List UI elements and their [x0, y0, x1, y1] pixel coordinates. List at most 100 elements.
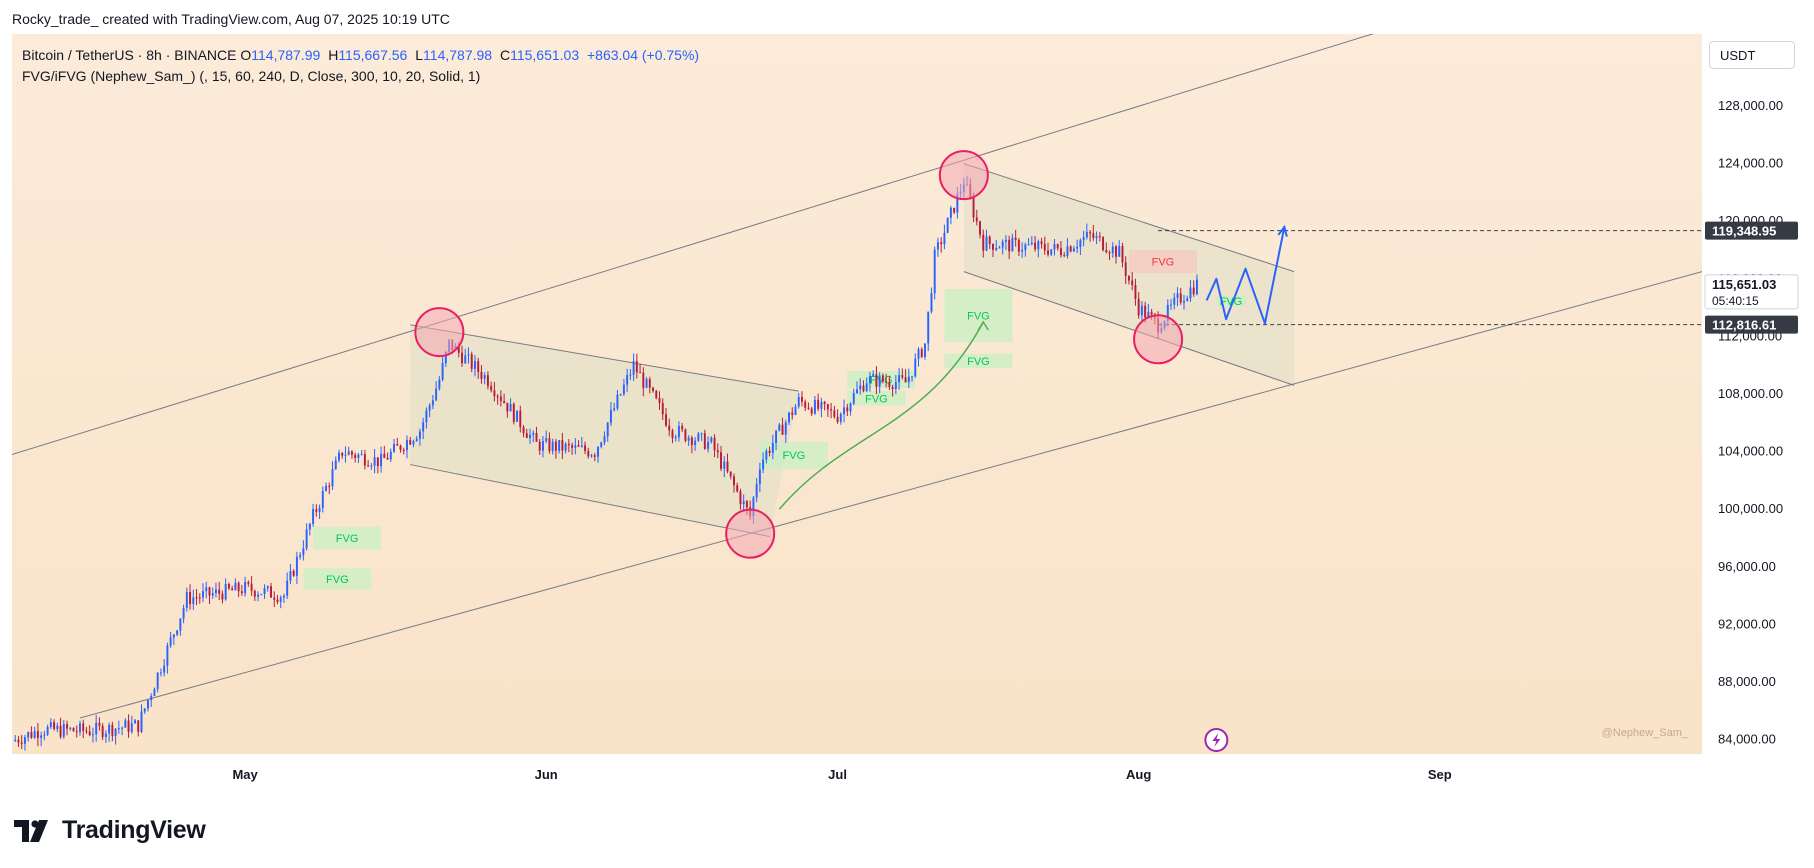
candle-body — [755, 484, 758, 498]
candle-body — [878, 375, 881, 387]
candle-body — [593, 455, 596, 457]
candle-body — [739, 491, 742, 505]
candle-body — [516, 410, 519, 422]
candle-body — [982, 234, 985, 251]
candle-body — [331, 469, 334, 487]
candle-body — [820, 401, 823, 409]
candle-body — [1040, 241, 1043, 244]
candle-body — [1192, 287, 1195, 295]
candle-body — [807, 407, 810, 409]
fvg-label: FVG — [1152, 257, 1175, 269]
price-label: 112,816.61 — [1712, 318, 1776, 333]
channel-line-ascending-0[interactable] — [11, 0, 1498, 455]
candle-body — [797, 396, 800, 407]
candle-body — [214, 589, 217, 594]
candle-body — [606, 422, 609, 437]
candle-body — [946, 217, 949, 233]
highlight-circle[interactable] — [1133, 314, 1184, 365]
countdown-label: 05:40:15 — [1712, 294, 1759, 308]
y-tick-label: 124,000.00 — [1718, 156, 1783, 171]
candle-body — [609, 410, 612, 423]
chart-pane[interactable]: FVG FVG FVG FVG FVG FVG FVG FVG FVG 84,000.00 88,… — [11, 0, 1803, 794]
candle-body — [1047, 250, 1049, 255]
highlight-circle[interactable] — [414, 307, 465, 358]
candle-body — [700, 433, 703, 435]
candle-body — [72, 727, 75, 732]
candle-body — [17, 739, 20, 743]
candle-body — [771, 442, 774, 453]
channel-line-flag-1-0[interactable] — [410, 324, 799, 392]
curved-arrow[interactable] — [778, 321, 984, 510]
candle-body — [79, 723, 81, 732]
price-label-box — [1704, 274, 1799, 310]
channel-line-ascending-1[interactable] — [79, 271, 1703, 719]
candle-body — [490, 386, 493, 391]
candle-body — [1017, 240, 1020, 252]
candle-body — [1034, 242, 1037, 250]
candle-body — [1056, 244, 1059, 249]
candle-body — [1173, 297, 1176, 305]
candle-body — [1124, 262, 1127, 277]
legend-high: 115,667.56 — [338, 47, 408, 63]
candle-body — [1024, 244, 1027, 251]
candle-body — [580, 445, 583, 447]
chart-legend: Bitcoin / TetherUS · 8h · BINANCE O114,7… — [22, 45, 699, 87]
candle-body — [577, 445, 580, 447]
candle-body — [800, 396, 803, 402]
candle-body — [121, 727, 124, 729]
candle-body — [321, 490, 324, 508]
candle-body — [483, 375, 486, 379]
candle-body — [911, 376, 914, 378]
candle-body — [894, 382, 897, 390]
channel-line-flag-2-0[interactable] — [963, 163, 1295, 273]
candle-body — [697, 433, 700, 441]
candle-body — [1189, 287, 1192, 299]
tradingview-brand[interactable]: TradingView — [14, 816, 206, 845]
candle-body — [218, 589, 221, 594]
candle-body — [1027, 244, 1030, 246]
candle-body — [182, 607, 185, 619]
channel-line-flag-2-1[interactable] — [963, 271, 1295, 386]
candle-body — [1115, 246, 1117, 257]
candle-body — [88, 731, 91, 736]
currency-selector[interactable]: USDT — [1709, 41, 1795, 69]
legend-symbol[interactable]: Bitcoin / TetherUS · 8h · BINANCE — [22, 47, 237, 63]
candle-body — [648, 379, 651, 388]
candle-body — [920, 349, 923, 357]
candle-body — [988, 236, 991, 244]
candle-body — [56, 725, 59, 730]
candle-body — [111, 724, 114, 737]
fvg-zone — [313, 526, 382, 550]
candle-body — [1147, 311, 1150, 318]
candle-body — [347, 451, 350, 455]
candle-body — [519, 410, 522, 428]
legend-indicator[interactable]: FVG/iFVG (Nephew_Sam_) (, 15, 60, 240, D… — [22, 68, 481, 84]
projection-path[interactable] — [1205, 226, 1286, 325]
candle-body — [1004, 239, 1007, 242]
candle-body — [548, 438, 551, 452]
curved-arrow-head — [977, 320, 989, 331]
candle-body — [1102, 237, 1105, 250]
candle-body — [315, 509, 318, 512]
fvg-label: FVG — [336, 533, 359, 545]
candle-body — [363, 454, 366, 466]
candle-body — [1140, 305, 1143, 316]
candle-body — [995, 248, 998, 250]
candle-body — [354, 454, 357, 458]
channel-line-flag-1-1[interactable] — [410, 464, 770, 538]
candle-body — [839, 413, 842, 422]
highlight-circle[interactable] — [938, 150, 989, 201]
candle-body — [794, 406, 797, 415]
candle-body — [914, 358, 917, 377]
candle-body — [859, 385, 862, 390]
candle-body — [23, 737, 26, 744]
candle-body — [817, 399, 820, 409]
candle-body — [1098, 236, 1101, 238]
highlight-circle[interactable] — [725, 508, 776, 559]
candle-body — [221, 593, 224, 600]
candle-body — [979, 221, 981, 235]
candle-body — [703, 433, 706, 449]
candle-body — [305, 529, 308, 549]
candle-body — [933, 249, 936, 294]
